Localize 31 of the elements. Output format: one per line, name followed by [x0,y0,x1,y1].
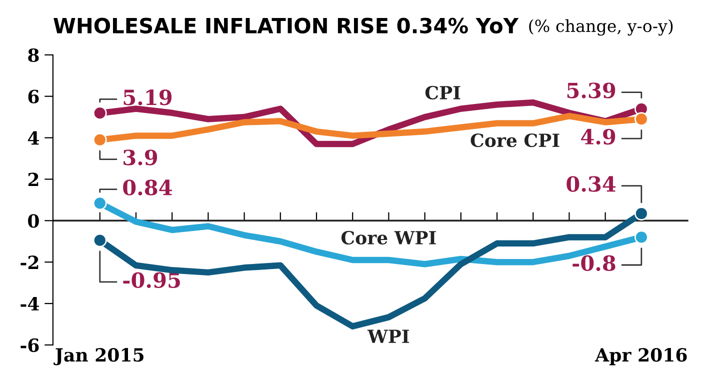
data-label: -0.8 [572,255,616,272]
data-label: 5.19 [124,90,172,106]
point [92,233,107,248]
series-label: CPI [425,86,460,100]
y-tick-label: -4 [20,296,40,310]
y-tick-label: 0 [28,214,39,228]
x-tick-label: Apr 2016 [594,348,687,366]
y-tick-label: 4 [28,131,40,145]
y-tick-label: -2 [20,256,38,269]
data-label: 4.9 [581,128,616,145]
y-tick-label: 8 [28,48,39,62]
y-tick-label: -6 [20,338,39,352]
series-label: Core CPI [470,133,560,148]
chart-subtitle: (% change, y-o-y) [529,19,673,36]
series-label: WPI [367,330,410,343]
y-tick-label: 6 [28,90,39,104]
point [634,112,648,126]
point [92,106,107,120]
data-label: 5.39 [567,82,616,98]
data-label: 0.34 [566,176,616,192]
point [92,132,107,147]
point [92,196,107,210]
point [634,230,648,244]
point [634,206,648,221]
data-label: -0.95 [123,272,180,288]
data-label: 3.9 [124,150,158,166]
y-tick-label: 2 [28,172,38,186]
x-tick-label: Jan 2015 [54,348,144,366]
data-label: 0.84 [123,180,172,196]
series-label: Core WPI [341,230,436,245]
chart-title: WHOLESALE INFLATION RISE 0.34% YoY [54,18,519,34]
